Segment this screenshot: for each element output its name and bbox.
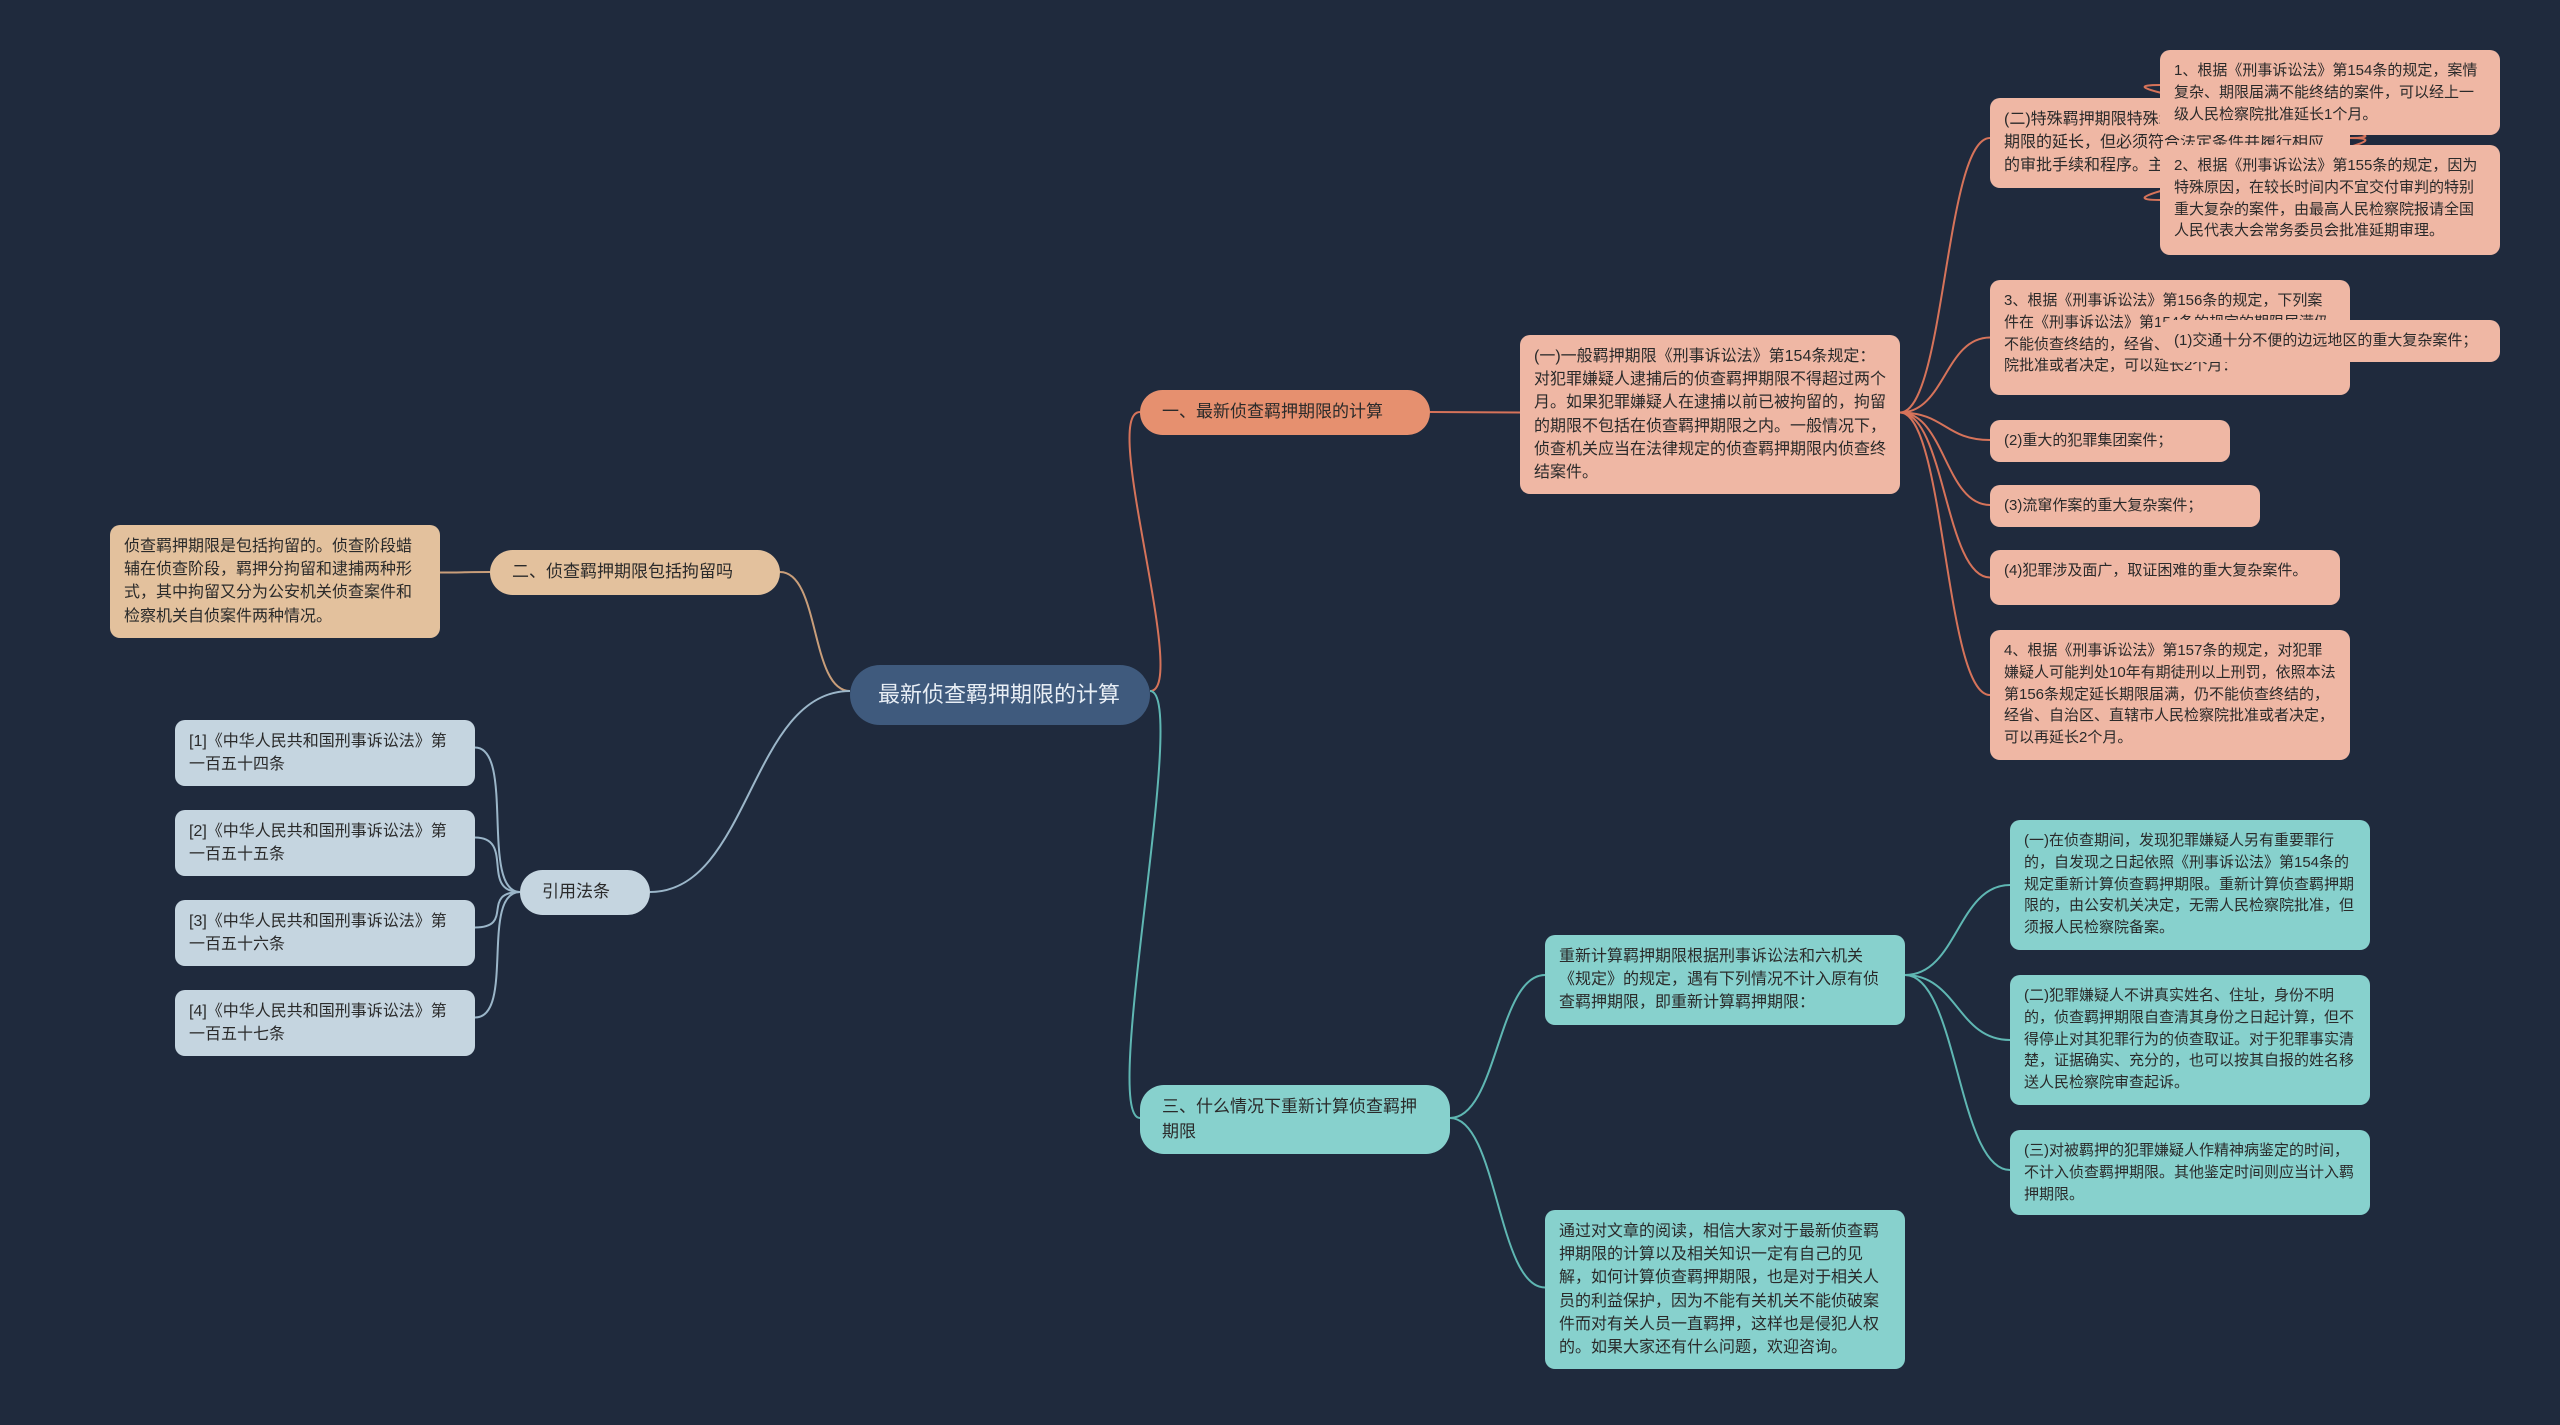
edge-s4-s4b [475, 838, 520, 893]
node-s1a[interactable]: (一)一般羁押期限《刑事诉讼法》第154条规定：对犯罪嫌疑人逮捕后的侦查羁押期限… [1520, 335, 1900, 494]
node-s3a1[interactable]: (一)在侦查期间，发现犯罪嫌疑人另有重要罪行的，自发现之日起依照《刑事诉讼法》第… [2010, 820, 2370, 950]
edge-s1a-s1d [1900, 413, 1990, 441]
node-s3a[interactable]: 重新计算羁押期限根据刑事诉讼法和六机关《规定》的规定，遇有下列情况不计入原有侦查… [1545, 935, 1905, 1025]
edge-s3a-s3a2 [1905, 975, 2010, 1040]
edge-s3-s3a [1450, 975, 1545, 1118]
edge-s4-s4d [475, 892, 520, 1018]
edge-s1a-s1f [1900, 413, 1990, 578]
node-s3[interactable]: 三、什么情况下重新计算侦查羁押期限 [1140, 1085, 1450, 1154]
node-s4a[interactable]: [1]《中华人民共和国刑事诉讼法》第一百五十四条 [175, 720, 475, 786]
edge-s1-s1a [1430, 412, 1520, 413]
edge-s4-s4a [475, 748, 520, 893]
node-s1b1[interactable]: 1、根据《刑事诉讼法》第154条的规定，案情复杂、期限届满不能终结的案件，可以经… [2160, 50, 2500, 135]
edge-s3a-s3a1 [1905, 885, 2010, 975]
edge-s4-s4c [475, 892, 520, 928]
node-s4c[interactable]: [3]《中华人民共和国刑事诉讼法》第一百五十六条 [175, 900, 475, 966]
node-s1c1[interactable]: (1)交通十分不便的边远地区的重大复杂案件； [2160, 320, 2500, 362]
edge-root-s2 [780, 572, 850, 691]
node-s4b[interactable]: [2]《中华人民共和国刑事诉讼法》第一百五十五条 [175, 810, 475, 876]
node-s1b2[interactable]: 2、根据《刑事诉讼法》第155条的规定，因为特殊原因，在较长时间内不宜交付审判的… [2160, 145, 2500, 255]
edge-root-s4 [650, 691, 850, 892]
node-s4[interactable]: 引用法条 [520, 870, 650, 915]
edge-s1a-s1g [1900, 413, 1990, 696]
node-s1f[interactable]: (4)犯罪涉及面广，取证困难的重大复杂案件。 [1990, 550, 2340, 605]
edge-s3a-s3a3 [1905, 975, 2010, 1170]
node-s1g[interactable]: 4、根据《刑事诉讼法》第157条的规定，对犯罪嫌疑人可能判处10年有期徒刑以上刑… [1990, 630, 2350, 760]
edge-s1a-s1b [1900, 138, 1990, 413]
node-root[interactable]: 最新侦查羁押期限的计算 [850, 665, 1150, 725]
edge-s3-s3b [1450, 1118, 1545, 1288]
edge-root-s3 [1129, 691, 1160, 1118]
node-s3a3[interactable]: (三)对被羁押的犯罪嫌疑人作精神病鉴定的时间，不计入侦查羁押期限。其他鉴定时间则… [2010, 1130, 2370, 1215]
edge-s1a-s1c [1900, 338, 1990, 413]
node-s3b[interactable]: 通过对文章的阅读，相信大家对于最新侦查羁押期限的计算以及相关知识一定有自己的见解… [1545, 1210, 1905, 1369]
node-s4d[interactable]: [4]《中华人民共和国刑事诉讼法》第一百五十七条 [175, 990, 475, 1056]
node-s1d[interactable]: (2)重大的犯罪集团案件； [1990, 420, 2230, 462]
edge-root-s1 [1129, 412, 1160, 691]
node-s1e[interactable]: (3)流窜作案的重大复杂案件； [1990, 485, 2260, 527]
mindmap-canvas: 最新侦查羁押期限的计算 一、最新侦查羁押期限的计算 (一)一般羁押期限《刑事诉讼法》… [0, 0, 2560, 1425]
edge-s1a-s1e [1900, 413, 1990, 506]
node-s2[interactable]: 二、侦查羁押期限包括拘留吗 [490, 550, 780, 595]
edge-s2-s2a [440, 572, 490, 573]
node-s1[interactable]: 一、最新侦查羁押期限的计算 [1140, 390, 1430, 435]
node-s2a[interactable]: 侦查羁押期限是包括拘留的。侦查阶段蜡辅在侦查阶段，羁押分拘留和逮捕两种形式，其中… [110, 525, 440, 638]
node-s3a2[interactable]: (二)犯罪嫌疑人不讲真实姓名、住址，身份不明的，侦查羁押期限自查清其身份之日起计… [2010, 975, 2370, 1105]
